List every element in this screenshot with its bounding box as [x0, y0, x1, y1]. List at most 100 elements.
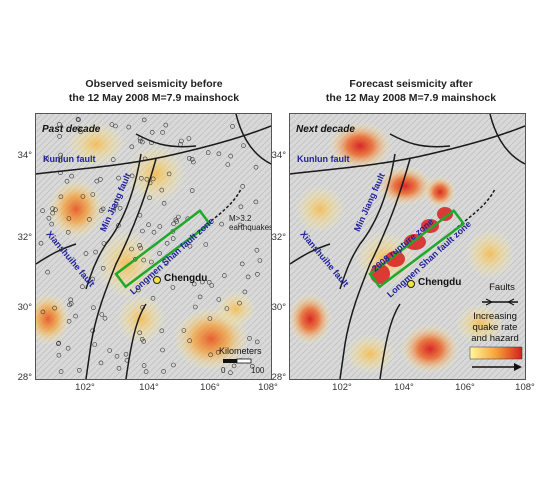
right-map: Next decade Kunlun fault Min Jiang fault…: [289, 113, 526, 380]
earthquake-dot: [138, 245, 143, 251]
earthquake-dot: [129, 173, 135, 179]
earthquake-dot: [147, 195, 152, 201]
earthquake-dot: [222, 273, 227, 278]
earthquake-dot: [219, 221, 224, 227]
chengdu-marker: [153, 276, 161, 284]
earthquake-dot: [171, 221, 176, 227]
earthquake-dot: [239, 261, 245, 267]
earthquake-dot: [164, 241, 170, 246]
left-x-tick-108: 108°: [258, 382, 278, 393]
earthquake-dot: [160, 130, 165, 135]
left-title-line1: Observed seismicity before: [85, 78, 223, 90]
left-map: Past decade Kunlun fault Min Jiang fault…: [35, 113, 272, 380]
right-title-line1: Forecast seismicity after: [349, 78, 473, 90]
legend-hazard-label: Increasing quake rate and hazard: [462, 311, 525, 344]
earthquake-dot: [149, 259, 154, 265]
earthquake-dot: [255, 272, 260, 277]
earthquake-dot: [171, 362, 176, 368]
earthquake-dot: [68, 297, 74, 303]
earthquake-dot: [137, 243, 142, 248]
earthquake-dot: [91, 305, 96, 310]
left-label-quake-legend: M>3.2 earthquakes: [229, 214, 271, 232]
fault-legend-symbol: [482, 298, 518, 306]
earthquake-dot: [50, 206, 55, 211]
earthquake-dot: [238, 204, 244, 210]
earthquake-dot: [58, 152, 63, 158]
earthquake-dot: [208, 352, 213, 358]
earthquake-dot: [44, 156, 49, 161]
earthquake-dot: [136, 287, 141, 293]
earthquake-dot: [157, 251, 162, 256]
earthquake-dot: [45, 269, 50, 275]
hazard-line2: quake rate: [472, 322, 518, 333]
earthquake-dot: [76, 126, 82, 131]
earthquake-dot: [113, 123, 118, 129]
earthquake-dot: [50, 210, 55, 216]
earthquake-dot: [46, 215, 52, 221]
earthquake-dot: [83, 251, 89, 256]
earthquake-dot: [90, 276, 96, 282]
earthquake-dot: [56, 341, 61, 346]
right-panel-title: Forecast seismicity after the 12 May 200…: [296, 77, 526, 105]
earthquake-dot: [100, 206, 106, 212]
rupture-zone-box: [368, 209, 466, 289]
left-panel-title: Observed seismicity before the 12 May 20…: [39, 77, 269, 105]
earthquake-dot: [111, 207, 117, 213]
earthquake-dot: [173, 217, 179, 223]
earthquake-dot: [216, 297, 222, 302]
earthquake-dot: [181, 328, 187, 333]
earthquake-dot: [191, 159, 196, 165]
left-label-chengdu: Chengdu: [164, 273, 208, 284]
right-label-kunlun-fault: Kunlun fault: [297, 154, 350, 164]
earthquake-dot: [253, 199, 259, 205]
earthquake-dot: [123, 351, 129, 357]
earthquake-dot: [238, 222, 243, 228]
chengdu-marker: [407, 280, 415, 288]
earthquake-dot: [53, 207, 58, 212]
earthquake-dot: [64, 178, 70, 184]
earthquake-dot: [138, 138, 143, 144]
earthquake-dot: [257, 258, 263, 263]
earthquake-dot: [66, 319, 72, 324]
hazard-colorbar: [469, 346, 523, 371]
right-title-line2: the 12 May 2008 M=7.9 mainshock: [325, 92, 497, 104]
earthquake-dot: [129, 144, 135, 150]
earthquake-dot: [230, 124, 235, 129]
earthquake-dot: [116, 175, 121, 181]
earthquake-dot: [160, 347, 165, 353]
earthquake-dot: [40, 309, 46, 315]
earthquake-dot: [76, 117, 81, 123]
left-label-kunlun-fault: Kunlun fault: [43, 154, 96, 164]
fault-lines: [36, 114, 271, 379]
earthquake-dot: [206, 280, 212, 285]
earthquake-dot: [87, 217, 92, 222]
earthquake-dot: [141, 363, 147, 368]
earthquake-dot: [247, 336, 252, 341]
earthquake-dot: [58, 194, 64, 200]
earthquake-dot: [197, 294, 203, 300]
left-title-line2: the 12 May 2008 M=7.9 mainshock: [68, 92, 240, 104]
rupture-zone-box: [114, 209, 212, 289]
earthquake-dot: [203, 242, 209, 247]
earthquake-dot: [146, 222, 151, 227]
earthquake-dot: [228, 153, 233, 159]
earthquake-dot: [144, 176, 150, 182]
earthquake-dot: [66, 216, 72, 221]
earthquake-dot: [189, 188, 195, 193]
earthquake-dot: [143, 369, 149, 374]
right-y-tick-32: 32°: [271, 232, 286, 243]
earthquake-dot: [176, 214, 181, 220]
right-map-canvas: [290, 114, 525, 379]
earthquake-dot: [139, 176, 144, 181]
left-x-tick-104: 104°: [139, 382, 159, 393]
earthquake-dot: [159, 187, 165, 193]
earthquake-dot: [65, 345, 71, 351]
right-x-tick-106: 106°: [455, 382, 475, 393]
earthquake-markers: [38, 116, 263, 376]
earthquake-dot: [225, 162, 231, 167]
earthquake-dot: [49, 221, 54, 227]
earthquake-dot: [57, 134, 62, 139]
hazard-line1: Increasing: [473, 311, 517, 322]
earthquake-dot: [102, 315, 108, 321]
scale-max: 100: [251, 366, 265, 375]
